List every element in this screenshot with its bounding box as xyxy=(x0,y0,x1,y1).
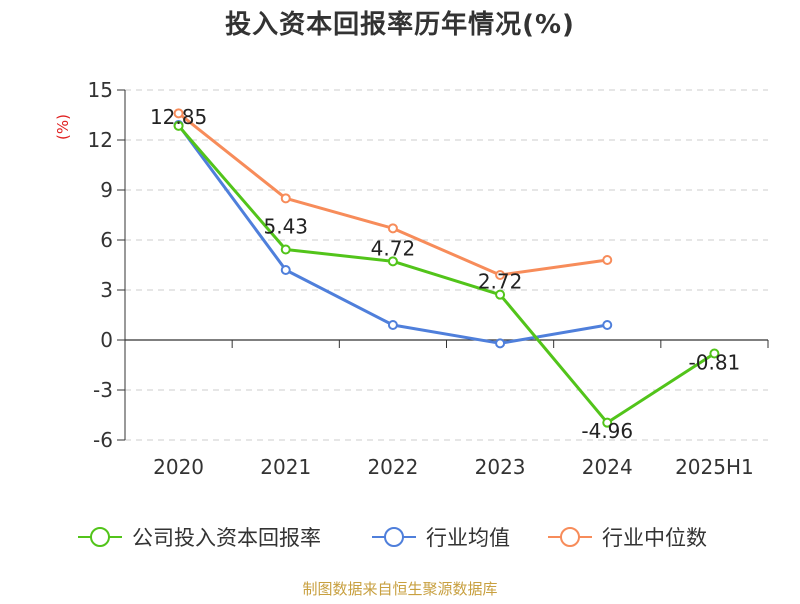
series-point-2 xyxy=(495,270,506,280)
series-point-2 xyxy=(280,193,291,204)
series-point-1 xyxy=(387,320,398,330)
series-point-2 xyxy=(173,108,184,119)
x-tick-label: 2021 xyxy=(260,455,311,479)
y-tick-label: -6 xyxy=(93,428,113,452)
y-tick-label: 6 xyxy=(100,228,113,252)
data-label: 5.43 xyxy=(263,215,308,239)
y-tick-label: 12 xyxy=(88,128,113,152)
series-point-1 xyxy=(495,338,506,349)
series-line-1 xyxy=(177,123,609,345)
legend-item: 行业中位数 xyxy=(548,526,707,550)
x-tick-label: 2024 xyxy=(582,455,633,479)
series-point-0 xyxy=(709,348,720,359)
x-tick-label: 2023 xyxy=(475,455,526,479)
series-point-0 xyxy=(495,289,506,300)
source-note: 制图数据来自恒生聚源数据库 xyxy=(302,580,498,598)
series-point-0 xyxy=(387,256,398,267)
legend-swatch-marker xyxy=(90,527,110,547)
y-tick-label: -3 xyxy=(93,378,113,402)
series-point-1 xyxy=(602,320,613,330)
data-label: 4.72 xyxy=(371,236,416,260)
legend-label: 行业中位数 xyxy=(602,526,707,550)
legend-item: 行业均值 xyxy=(372,526,510,550)
x-tick-label: 2020 xyxy=(153,455,204,479)
legend-swatch-marker xyxy=(560,527,580,547)
data-label: 2.72 xyxy=(478,270,523,294)
y-tick-label: 15 xyxy=(88,78,113,102)
y-tick-label: 0 xyxy=(100,328,113,352)
data-label: 12.85 xyxy=(150,105,207,129)
chart-title: 投入资本回报率历年情况(%) xyxy=(225,10,575,40)
series-line-0 xyxy=(177,124,716,425)
legend-label: 行业均值 xyxy=(426,526,510,550)
legend-swatch-marker xyxy=(384,527,404,547)
series-point-2 xyxy=(602,255,613,265)
x-tick-label: 2025H1 xyxy=(675,455,754,479)
y-tick-label: 9 xyxy=(100,178,113,202)
y-tick-label: 3 xyxy=(100,278,113,302)
series-point-1 xyxy=(280,265,291,275)
data-label: -4.96 xyxy=(581,419,633,443)
x-tick-label: 2022 xyxy=(367,455,418,479)
series-point-0 xyxy=(602,417,613,428)
legend-label: 公司投入资本回报率 xyxy=(132,526,321,550)
series-point-2 xyxy=(387,223,398,234)
legend-item: 公司投入资本回报率 xyxy=(78,526,321,550)
series-point-0 xyxy=(280,244,291,255)
series-point-0 xyxy=(173,120,184,131)
data-label: -0.81 xyxy=(689,351,741,375)
y-axis-label: (%) xyxy=(54,114,72,140)
